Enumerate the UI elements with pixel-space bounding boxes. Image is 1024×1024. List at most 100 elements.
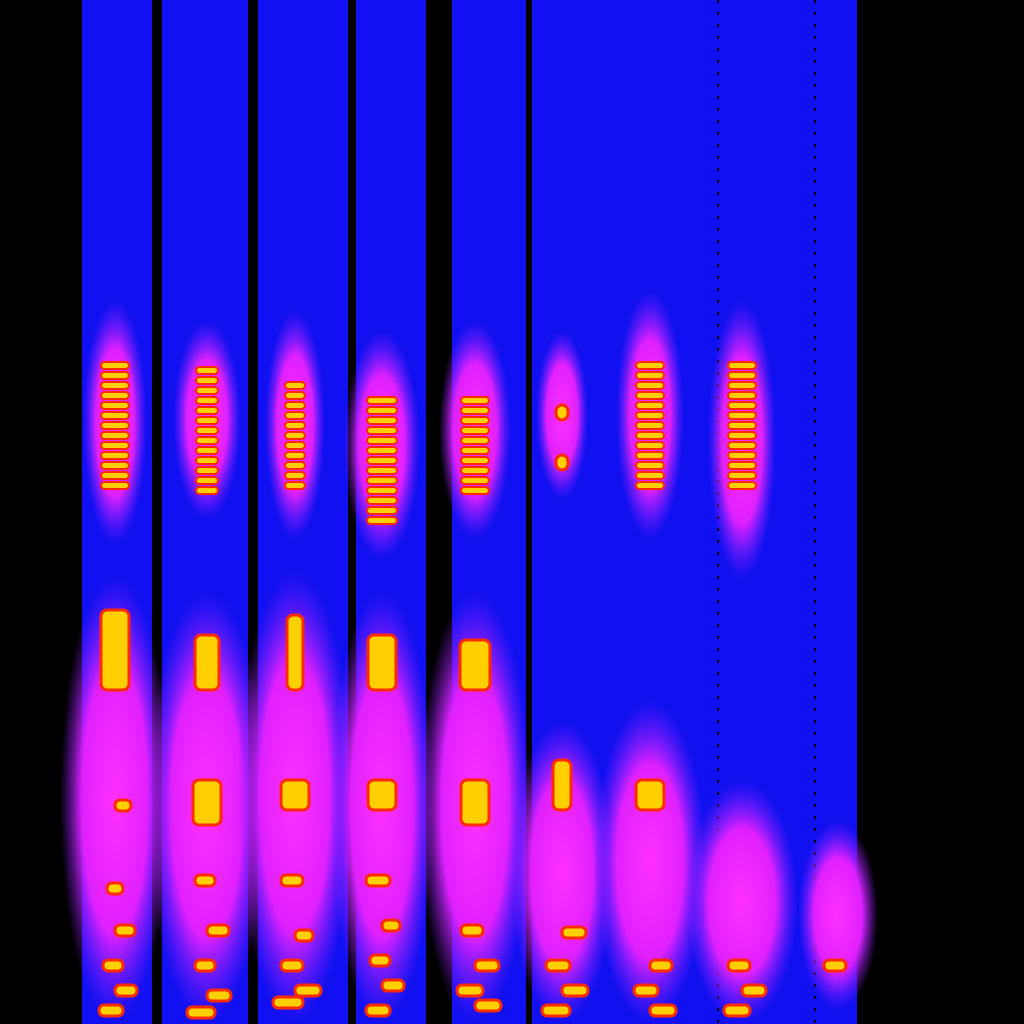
formant-dash <box>460 456 490 465</box>
formant-dash <box>195 386 219 395</box>
formant-dash <box>635 421 665 430</box>
formant-block <box>99 608 131 692</box>
formant-block <box>366 778 398 812</box>
formant-dot <box>632 983 660 998</box>
formant-dash <box>100 441 130 450</box>
formant-dot <box>113 923 137 938</box>
formant-dash <box>635 431 665 440</box>
formant-dash <box>366 516 398 525</box>
formant-dash <box>100 371 130 380</box>
formant-dot <box>293 983 323 998</box>
formant-dash <box>100 411 130 420</box>
formant-dash <box>460 476 490 485</box>
formant-dash <box>366 466 398 475</box>
formant-dot <box>473 958 501 973</box>
formant-dot <box>822 958 848 973</box>
formant-dash <box>460 446 490 455</box>
formant-dash <box>100 471 130 480</box>
formant-dash <box>460 486 490 495</box>
formant-block <box>634 778 666 812</box>
formant-dash <box>366 436 398 445</box>
formant-block <box>191 778 223 827</box>
formant-dash <box>100 451 130 460</box>
formant-dash <box>284 451 306 460</box>
formant-dash <box>635 441 665 450</box>
formant-block <box>279 778 311 812</box>
formant-dash <box>727 391 757 400</box>
formant-dash <box>635 381 665 390</box>
formant-dash <box>284 431 306 440</box>
formant-dash <box>284 411 306 420</box>
formant-dot <box>185 1005 217 1020</box>
formant-dot <box>380 978 406 993</box>
formant-dash <box>195 486 219 495</box>
formant-dot <box>364 873 392 888</box>
formant-dash <box>727 371 757 380</box>
formant-dash <box>366 396 398 405</box>
formant-dash <box>635 401 665 410</box>
formant-dash <box>727 431 757 440</box>
formant-dash <box>635 481 665 490</box>
formant-dot <box>544 958 572 973</box>
formant-dash <box>284 441 306 450</box>
formant-dash <box>727 401 757 410</box>
formant-dash <box>100 431 130 440</box>
formant-dot <box>380 918 402 933</box>
formant-dash <box>195 476 219 485</box>
formant-dash <box>195 376 219 385</box>
formant-dash <box>635 471 665 480</box>
formant-dash <box>635 361 665 370</box>
formant-dash <box>366 476 398 485</box>
formant-dash <box>284 461 306 470</box>
energy-region <box>510 720 614 1024</box>
formant-dot <box>473 998 503 1013</box>
formant-dash <box>100 481 130 490</box>
formant-dash <box>460 436 490 445</box>
formant-dash <box>284 401 306 410</box>
energy-region <box>60 575 170 1024</box>
energy-regions <box>60 290 878 1024</box>
formant-dot <box>271 995 305 1010</box>
formant-dot <box>722 1003 752 1018</box>
formant-marks <box>97 361 848 1020</box>
formant-dash <box>100 421 130 430</box>
formant-dash <box>366 406 398 415</box>
formant-dash <box>460 396 490 405</box>
formant-dash <box>727 461 757 470</box>
formant-block <box>366 633 398 692</box>
formant-dash <box>195 426 219 435</box>
formant-dash <box>727 381 757 390</box>
formant-block <box>285 613 305 692</box>
formant-dot <box>560 983 590 998</box>
formant-dash <box>284 471 306 480</box>
formant-dash <box>195 416 219 425</box>
formant-dash <box>195 436 219 445</box>
energy-region <box>798 820 878 1010</box>
formant-dash <box>460 416 490 425</box>
formant-dot <box>113 798 133 813</box>
formant-dash <box>727 361 757 370</box>
formant-dash <box>195 366 219 375</box>
formant-dot <box>648 1003 678 1018</box>
formant-dot <box>101 958 125 973</box>
formant-dash <box>366 456 398 465</box>
formant-dash <box>195 406 219 415</box>
formant-dot <box>193 958 217 973</box>
formant-dash <box>727 481 757 490</box>
formant-dash <box>635 451 665 460</box>
formant-dot <box>205 988 233 1003</box>
formant-dash <box>727 451 757 460</box>
formant-dash <box>635 461 665 470</box>
formant-dot <box>726 958 752 973</box>
energy-region <box>686 780 798 1024</box>
formant-block <box>554 453 570 472</box>
formant-dot <box>455 983 485 998</box>
formant-dash <box>727 441 757 450</box>
formant-dash <box>366 426 398 435</box>
formant-dash <box>284 381 306 390</box>
formant-dot <box>105 881 125 896</box>
formant-dash <box>284 421 306 430</box>
formant-dash <box>366 486 398 495</box>
formant-dash <box>460 466 490 475</box>
